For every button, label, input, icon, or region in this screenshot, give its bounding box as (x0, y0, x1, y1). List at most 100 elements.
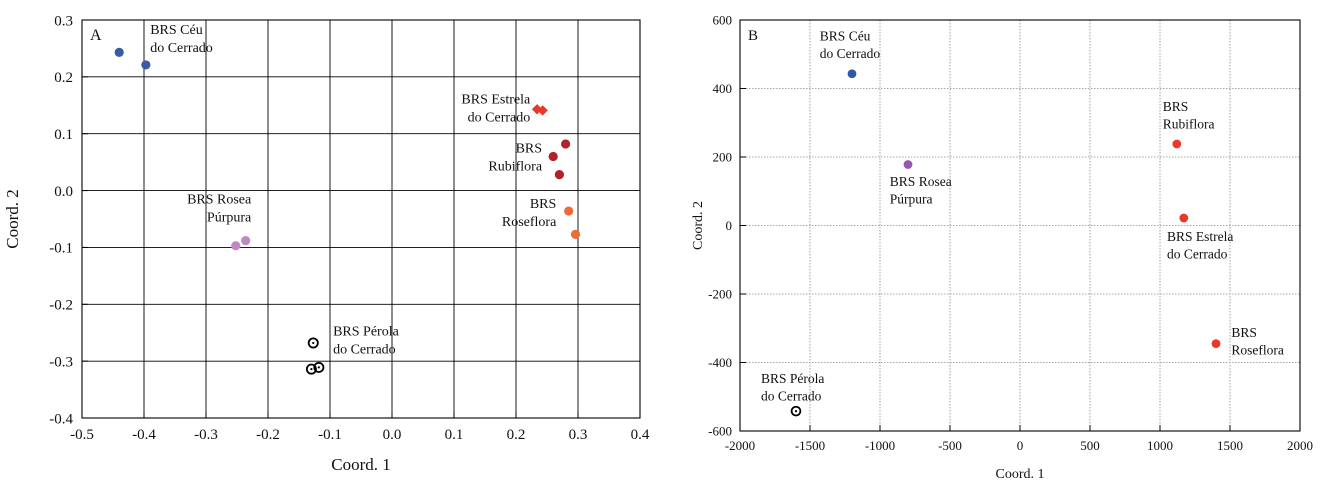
y-tick-label: -0.1 (49, 241, 73, 257)
point-label: BRS Pérola (333, 325, 400, 340)
y-tick-label: 0.0 (54, 184, 73, 200)
data-point (305, 363, 317, 375)
y-tick-label: 400 (713, 81, 733, 96)
x-tick-label: 2000 (1287, 438, 1313, 453)
point-label: Púrpura (890, 192, 933, 207)
point-label: do Cerrado (468, 111, 531, 126)
point-label: do Cerrado (333, 343, 396, 358)
data-point-center (794, 410, 798, 413)
y-tick-label: -0.4 (49, 411, 73, 427)
point-label: BRS Estrela (1167, 229, 1233, 244)
x-tick-label: 0.1 (445, 427, 464, 443)
x-tick-label: -0.5 (70, 427, 94, 443)
data-point (141, 60, 151, 70)
point-label: do Cerrado (820, 46, 881, 61)
panel-label: A (90, 27, 102, 44)
point-label: BRS (1231, 325, 1257, 340)
chart-panel-a: -0.5 -0.4 -0.3 -0.2 -0.1 0.0 0.1 0.2 0.3 0.4-0.4-… (3, 13, 650, 474)
y-tick-label: 600 (713, 13, 733, 28)
plot-frame (81, 19, 641, 419)
data-point-center (310, 368, 313, 371)
point-label: BRS (530, 197, 556, 212)
y-tick-label: -600 (708, 424, 732, 439)
x-axis-label: Coord. 1 (996, 467, 1045, 482)
series-group: BRS Pérola do Cerrado (761, 371, 824, 417)
data-point (561, 139, 571, 149)
plot-frame (739, 19, 1301, 432)
point-label: BRS Céu (820, 29, 871, 44)
point-label: do Cerrado (1167, 246, 1228, 261)
series-group: BRS Rosea Púrpura (890, 160, 952, 207)
point-label: Roseflora (1231, 342, 1283, 357)
data-point (114, 47, 124, 58)
series-group: BRS Céu do Cerrado (114, 23, 213, 70)
data-point (537, 105, 548, 116)
data-point (313, 361, 325, 373)
point-label: Púrpura (207, 211, 252, 226)
point-label: BRS Estrela (461, 93, 531, 108)
x-tick-label: -0.3 (194, 427, 218, 443)
series-group: BRS Estrela do Cerrado (1167, 213, 1233, 261)
data-point (241, 236, 251, 246)
point-label: Rubiflora (488, 159, 542, 174)
x-tick-label: 0 (1017, 438, 1024, 453)
point-label: Rubiflora (1163, 116, 1215, 131)
x-tick-label: 1500 (1217, 438, 1243, 453)
series-group: BRS Roseflora (1211, 325, 1284, 357)
y-tick-label: 0 (726, 218, 733, 233)
y-axis-label: Coord. 2 (3, 189, 22, 249)
series-group: BRS Estrela do Cerrado (461, 93, 548, 126)
x-tick-label: -2000 (725, 438, 755, 453)
data-point (307, 337, 319, 349)
y-tick-label: -200 (708, 287, 732, 302)
data-point (1172, 139, 1182, 149)
x-tick-label: -1500 (795, 438, 825, 453)
series-group: BRS Rubiflora (488, 139, 571, 180)
y-tick-label: -400 (708, 355, 732, 370)
point-label: do Cerrado (150, 41, 213, 56)
x-tick-label: 500 (1080, 438, 1100, 453)
data-point (531, 104, 543, 115)
series-group: BRS Rosea Púrpura (187, 193, 252, 251)
y-tick-label: -0.2 (49, 298, 73, 314)
y-tick-label: -0.3 (49, 354, 73, 370)
panel-label: B (748, 28, 758, 44)
x-tick-label: -0.2 (256, 427, 280, 443)
x-tick-label: 0.3 (569, 427, 588, 443)
data-point (548, 151, 558, 162)
y-tick-label: 200 (713, 150, 733, 165)
series-group: BRS Rubiflora (1163, 99, 1215, 149)
data-point (1179, 213, 1189, 223)
series-group: BRS Roseflora (502, 197, 581, 239)
y-tick-label: 0.2 (54, 70, 73, 86)
data-point (847, 69, 857, 79)
data-point (570, 229, 581, 239)
data-point-center (317, 366, 320, 369)
x-tick-label: -0.1 (318, 427, 342, 443)
x-tick-label: 0.4 (631, 427, 650, 443)
point-label: BRS Pérola (761, 371, 824, 386)
x-tick-label: 1000 (1147, 438, 1173, 453)
point-label: BRS Rosea (187, 193, 252, 208)
series-group: BRS Céu do Cerrado (820, 29, 881, 79)
y-axis-label: Coord. 2 (691, 201, 706, 250)
point-label: BRS (516, 141, 542, 156)
chart-panel-b: -2000 -1500 -1000 -500 0 500 1000 1500 2000-600-… (691, 13, 1313, 482)
point-label: BRS (1163, 99, 1189, 114)
x-axis-label: Coord. 1 (331, 455, 391, 474)
x-tick-label: 0.0 (383, 427, 402, 443)
data-point (231, 241, 241, 251)
y-tick-label: 0.1 (54, 127, 73, 143)
point-label: BRS Rosea (890, 174, 952, 189)
data-point (564, 206, 574, 216)
series-group: BRS Pérola do Cerrado (305, 325, 400, 375)
data-point-center (312, 341, 315, 345)
x-tick-label: -500 (938, 438, 962, 453)
x-tick-label: -1000 (865, 438, 895, 453)
data-point (790, 405, 802, 417)
point-label: Roseflora (502, 215, 557, 230)
x-tick-label: 0.2 (507, 427, 526, 443)
data-point (1211, 339, 1221, 349)
data-point (554, 170, 565, 180)
